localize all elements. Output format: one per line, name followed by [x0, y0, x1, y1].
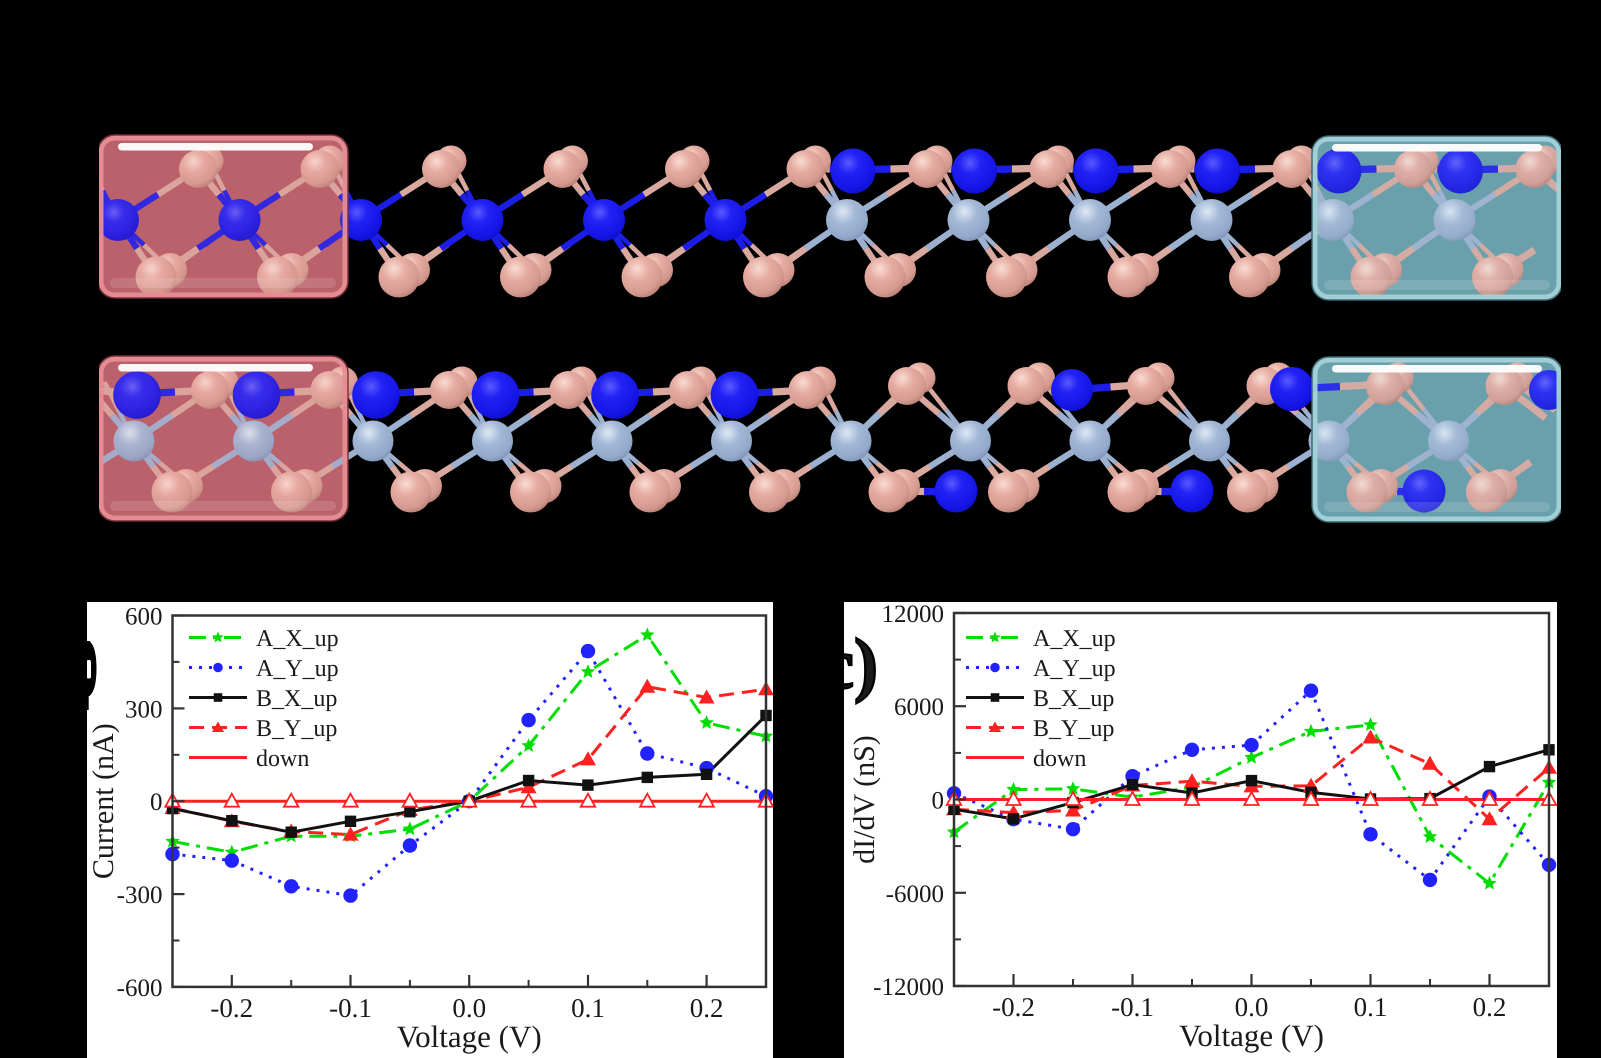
svg-text:0: 0: [150, 789, 163, 816]
svg-text:Current (nA): Current (nA): [87, 723, 120, 879]
svg-text:6000: 6000: [894, 694, 944, 721]
svg-text:Voltage (V): Voltage (V): [397, 1019, 542, 1054]
svg-text:B_Y_up: B_Y_up: [256, 716, 337, 742]
svg-text:-0.1: -0.1: [1111, 992, 1154, 1022]
svg-text:300: 300: [125, 696, 163, 723]
svg-text:-6000: -6000: [886, 881, 944, 908]
svg-text:-300: -300: [117, 882, 163, 909]
svg-text:0: 0: [932, 788, 945, 815]
svg-text:0.0: 0.0: [1235, 992, 1269, 1022]
svg-text:0.1: 0.1: [1354, 992, 1388, 1022]
svg-text:A_X_up: A_X_up: [256, 626, 339, 652]
svg-text:B_X_up: B_X_up: [256, 686, 337, 712]
svg-text:-0.2: -0.2: [992, 992, 1035, 1022]
svg-text:0.2: 0.2: [690, 993, 724, 1023]
svg-text:12000: 12000: [882, 601, 945, 628]
svg-text:B_X_up: B_X_up: [1033, 686, 1114, 712]
svg-text:A_X_up: A_X_up: [1033, 626, 1116, 652]
svg-text:-0.2: -0.2: [210, 993, 253, 1023]
svg-text:c): c): [822, 624, 878, 704]
svg-text:-12000: -12000: [873, 974, 944, 1001]
svg-text:B_Y_up: B_Y_up: [1033, 716, 1114, 742]
svg-text:down: down: [256, 746, 309, 772]
svg-text:A_Y_up: A_Y_up: [1033, 656, 1116, 682]
svg-text:down: down: [1033, 746, 1086, 772]
svg-text:600: 600: [125, 604, 163, 631]
svg-text:0.2: 0.2: [1473, 992, 1507, 1022]
svg-text:dI/dV (nS): dI/dV (nS): [848, 735, 881, 864]
svg-text:-0.1: -0.1: [329, 993, 372, 1023]
svg-text:-600: -600: [117, 975, 163, 1002]
svg-text:A_Y_up: A_Y_up: [256, 656, 339, 682]
svg-text:0.0: 0.0: [452, 993, 486, 1023]
svg-text:Voltage (V): Voltage (V): [1179, 1018, 1324, 1053]
svg-text:0.1: 0.1: [571, 993, 605, 1023]
